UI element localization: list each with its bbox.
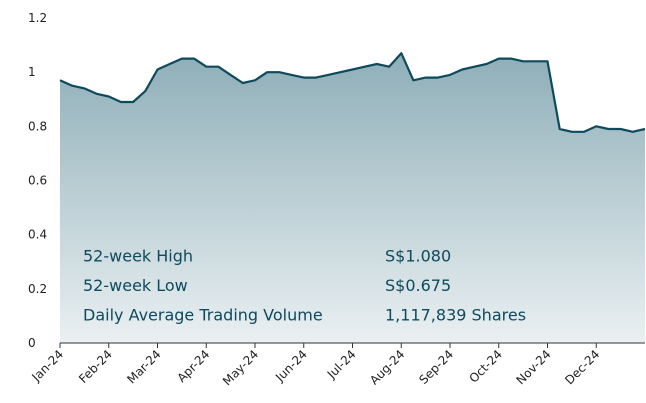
x-tick-label: Jan-24 xyxy=(29,347,67,385)
x-tick-label: Mar-24 xyxy=(124,347,163,386)
stat-label: 52-week High xyxy=(83,247,193,266)
line xyxy=(59,52,646,133)
y-tick-label: 1 xyxy=(28,65,36,79)
x-tick-label: Sep-24 xyxy=(416,347,456,387)
y-tick-label: 0.6 xyxy=(28,174,47,188)
y-tick-label: 0.2 xyxy=(28,282,47,296)
stat-label: 52-week Low xyxy=(83,276,188,295)
x-tick-label: Aug-24 xyxy=(367,347,407,387)
x-tick-label: Feb-24 xyxy=(76,347,115,386)
area xyxy=(60,53,645,343)
y-tick-label: 0 xyxy=(28,336,36,350)
y-tick-label: 1.2 xyxy=(28,11,47,25)
stat-label: Daily Average Trading Volume xyxy=(83,306,323,325)
x-tick-label: Nov-24 xyxy=(514,347,554,387)
x-tick-label: Apr-24 xyxy=(174,347,212,385)
x-tick-label: Jul-24 xyxy=(324,347,359,382)
stat-value: S$0.675 xyxy=(385,276,451,295)
stat-value: S$1.080 xyxy=(385,247,451,266)
y-tick-label: 0.8 xyxy=(28,119,47,133)
x-tick-label: May-24 xyxy=(220,347,261,388)
stat-value: 1,117,839 Shares xyxy=(385,306,526,325)
x-tick-label: Oct-24 xyxy=(466,347,504,385)
x-tick-label: Dec-24 xyxy=(562,347,602,387)
y-tick-label: 0.4 xyxy=(28,228,47,242)
x-tick-label: Jun-24 xyxy=(272,347,310,385)
